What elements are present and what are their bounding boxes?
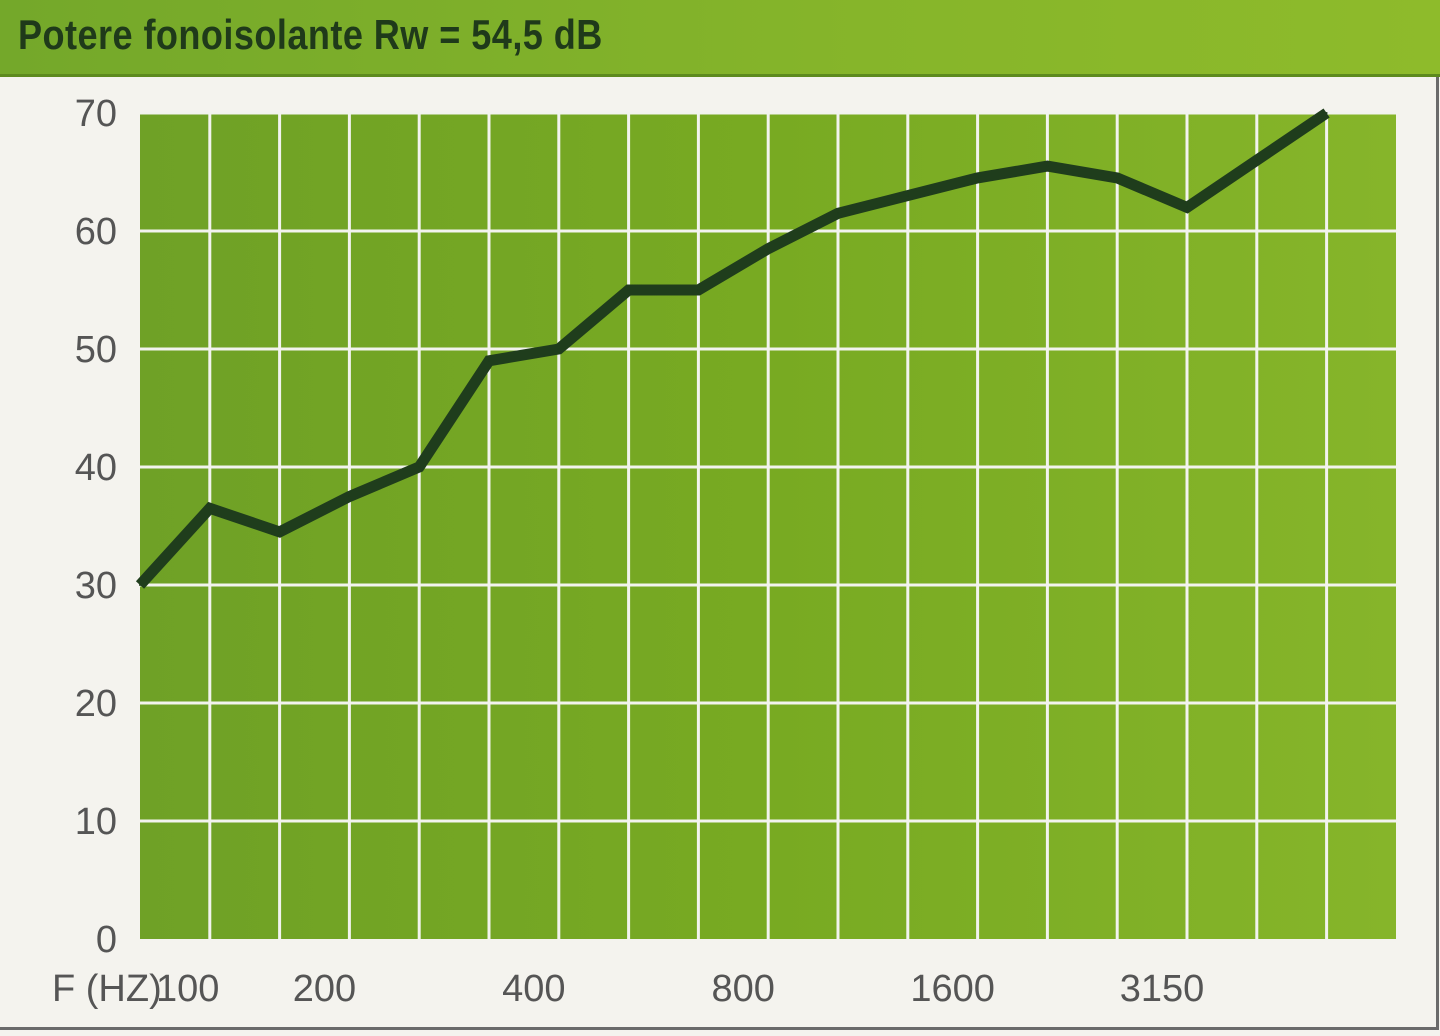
y-tick-label: 70 bbox=[75, 93, 117, 135]
data-point bbox=[1255, 159, 1258, 162]
x-tick-label: 3150 bbox=[1120, 968, 1205, 1010]
data-point bbox=[418, 466, 421, 468]
chart-header: Potere fonoisolante Rw = 54,5 dB bbox=[0, 0, 1440, 77]
data-point bbox=[348, 495, 351, 498]
data-point bbox=[767, 247, 770, 250]
data-point bbox=[1116, 176, 1119, 179]
data-point bbox=[557, 348, 560, 350]
data-point bbox=[697, 289, 700, 291]
y-tick-label: 40 bbox=[75, 447, 117, 489]
y-tick-label: 30 bbox=[75, 565, 117, 607]
data-point bbox=[1186, 206, 1188, 209]
data-point bbox=[488, 359, 490, 362]
x-tick-label: 400 bbox=[502, 968, 565, 1010]
x-tick-label: 800 bbox=[711, 968, 774, 1010]
y-tick-label: 60 bbox=[75, 211, 117, 253]
data-point bbox=[906, 194, 909, 197]
x-tick-label: 200 bbox=[293, 968, 356, 1010]
grid bbox=[140, 111, 1396, 939]
data-point bbox=[1325, 112, 1328, 114]
y-tick-label: 10 bbox=[75, 801, 117, 843]
data-point bbox=[837, 212, 839, 215]
data-point bbox=[139, 584, 141, 586]
x-tick-labels: F (HZ)100 200 400 800 1600 3150 bbox=[52, 968, 1204, 1010]
x-axis-label: F (HZ) bbox=[52, 968, 162, 1010]
y-tick-label: 50 bbox=[75, 329, 117, 371]
y-tick-label: 20 bbox=[75, 683, 117, 725]
data-point bbox=[278, 530, 281, 533]
y-tick-label: 0 bbox=[96, 919, 117, 961]
x-tick-label: 1600 bbox=[910, 968, 995, 1010]
chart-frame bbox=[0, 77, 1439, 1030]
y-tick-labels: 0 10 20 30 40 50 60 70 bbox=[75, 93, 117, 961]
series-line bbox=[135, 108, 1330, 589]
chart-title: Potere fonoisolante Rw = 54,5 dB bbox=[18, 11, 603, 58]
data-points bbox=[139, 112, 1328, 586]
x-tick-label: 100 bbox=[156, 968, 219, 1010]
data-point bbox=[627, 289, 630, 291]
data-point bbox=[976, 176, 979, 179]
data-point bbox=[1046, 165, 1049, 168]
data-point bbox=[208, 507, 211, 510]
